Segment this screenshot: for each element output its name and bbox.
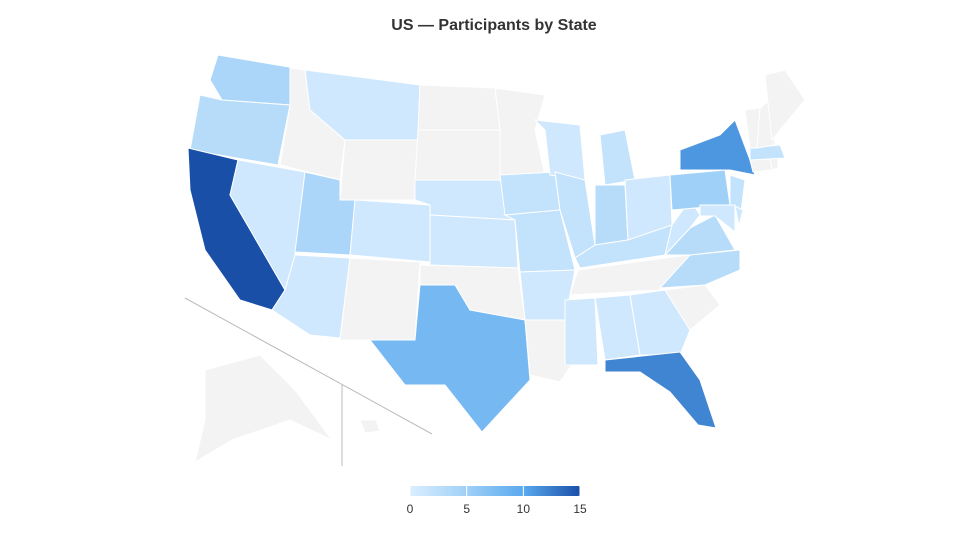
colorbar-tick-label: 5 bbox=[463, 502, 470, 516]
state bbox=[368, 284, 531, 433]
colorbar-tick-label: 10 bbox=[517, 502, 531, 516]
state bbox=[764, 69, 806, 142]
state bbox=[499, 171, 561, 216]
colorbar-tick-label: 0 bbox=[407, 502, 414, 516]
state bbox=[599, 129, 636, 186]
state bbox=[679, 119, 756, 176]
state bbox=[664, 284, 721, 331]
state bbox=[429, 214, 519, 269]
state bbox=[194, 354, 333, 464]
state bbox=[414, 179, 516, 221]
state bbox=[658, 249, 741, 289]
colorbar bbox=[410, 486, 580, 496]
state bbox=[699, 204, 736, 234]
state bbox=[417, 84, 501, 131]
state bbox=[339, 139, 419, 201]
state bbox=[189, 94, 291, 166]
state bbox=[359, 419, 381, 434]
state bbox=[339, 257, 421, 341]
map-title: US — Participants by State bbox=[391, 17, 596, 34]
state bbox=[734, 205, 744, 227]
states bbox=[187, 54, 806, 464]
state bbox=[594, 184, 629, 246]
state bbox=[494, 87, 546, 176]
inset-divider bbox=[184, 297, 433, 435]
state bbox=[769, 157, 779, 171]
state bbox=[349, 199, 431, 263]
state bbox=[669, 169, 731, 211]
state bbox=[564, 297, 599, 366]
state bbox=[209, 54, 296, 106]
state bbox=[524, 319, 576, 383]
state bbox=[414, 129, 501, 181]
colorbar-tick-label: 15 bbox=[573, 502, 587, 516]
state bbox=[604, 351, 717, 429]
